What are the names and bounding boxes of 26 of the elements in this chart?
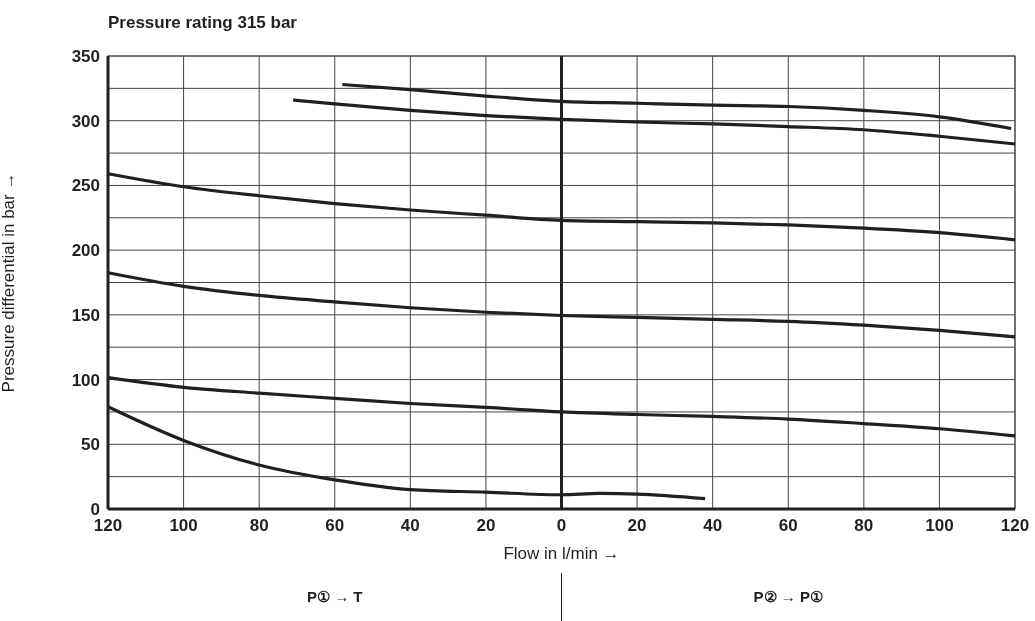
x-tick-label: 20 [476,516,496,535]
x-tick-label: 40 [703,516,723,535]
x-tick-label: 120 [1000,516,1030,535]
y-tick-label: 350 [71,46,100,66]
text: P② → P① [753,588,823,605]
x-tick-label: 0 [556,516,567,535]
y-tick-label: 250 [71,176,100,196]
x-tick-label: 60 [325,516,345,535]
y-tick-label: 50 [81,435,100,455]
y-tick-label: 300 [71,111,100,131]
y-tick-label: 150 [71,305,100,325]
x-tick-label: 60 [778,516,798,535]
y-tick-label: 200 [71,241,100,261]
x-axis-title: Flow in l/min → [503,544,620,563]
x-tick-label: 40 [400,516,420,535]
text: P① → T [306,588,363,605]
x-tick-label: 80 [854,516,874,535]
y-axis-title: Pressure differential in bar → [0,172,18,393]
chart-title: Pressure rating 315 bar [108,13,298,32]
x-tick-label: 80 [249,516,269,535]
x-tick-label: 100 [169,516,198,535]
y-tick-label: 100 [71,370,100,390]
x-tick-label: 120 [93,516,123,535]
y-tick-label: 0 [90,499,100,519]
x-tick-label: 100 [925,516,954,535]
x-tick-label: 20 [627,516,647,535]
